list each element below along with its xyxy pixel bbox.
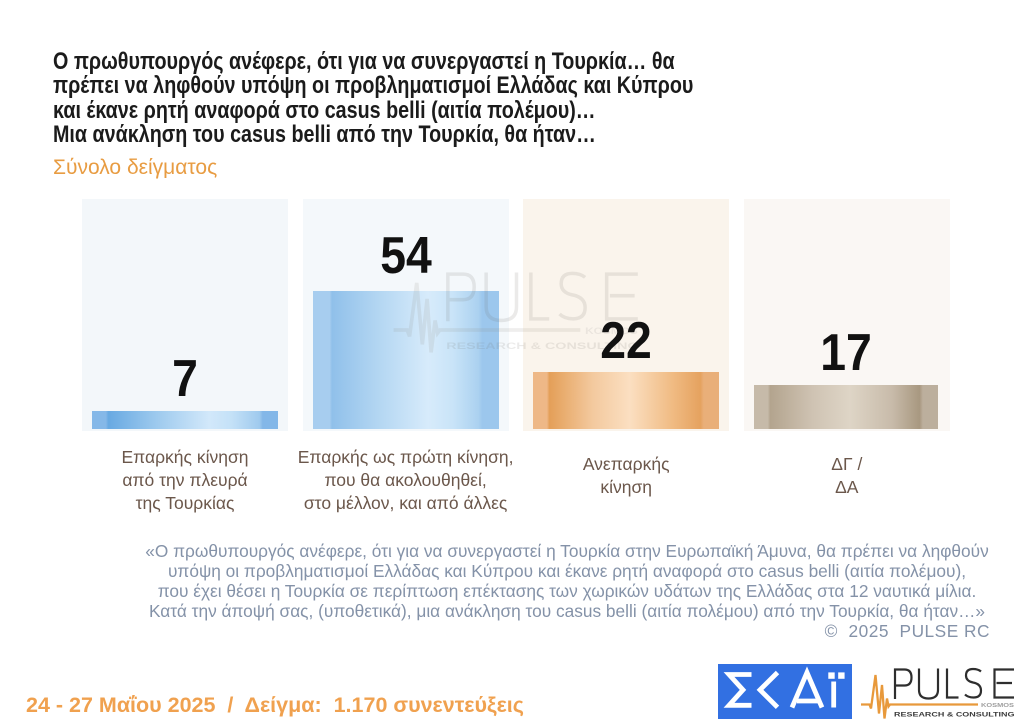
svg-text:KOSMOS: KOSMOS [981, 703, 1014, 709]
svg-text:RESEARCH & CONSULTING: RESEARCH & CONSULTING [894, 713, 1015, 719]
svg-text:KOSMOS: KOSMOS [585, 326, 638, 336]
svg-text:RESEARCH & CONSULTING: RESEARCH & CONSULTING [446, 341, 638, 352]
